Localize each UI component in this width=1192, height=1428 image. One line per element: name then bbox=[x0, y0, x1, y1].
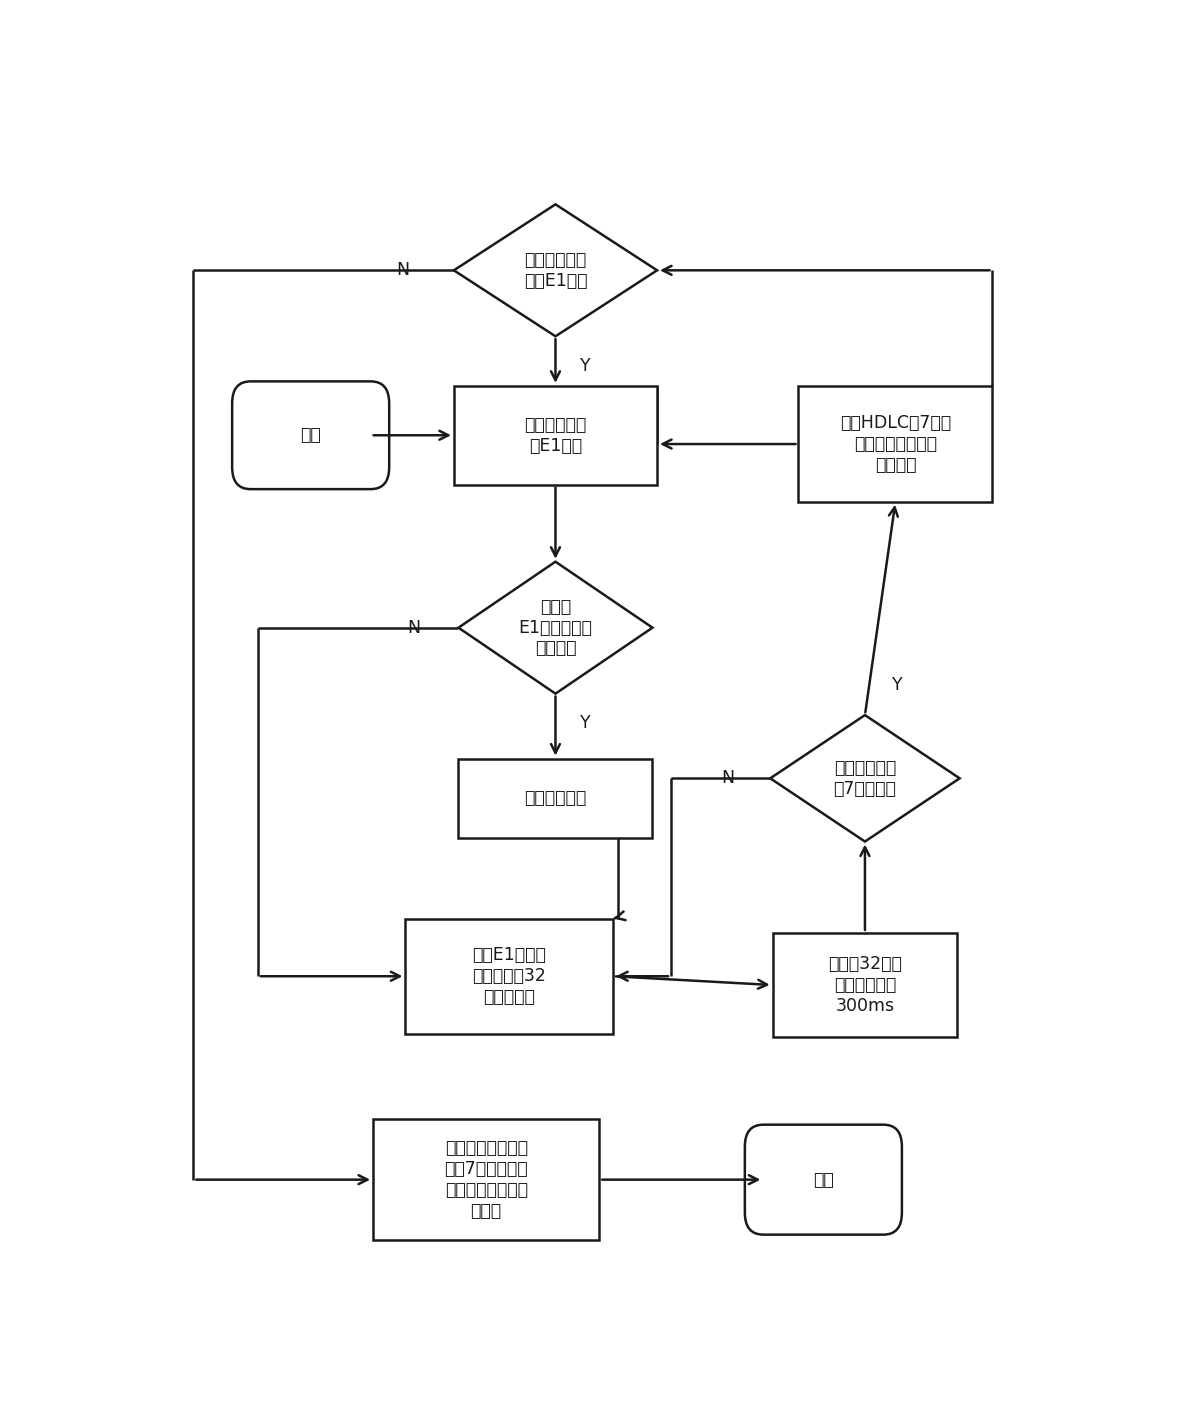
Polygon shape bbox=[454, 204, 657, 336]
Text: Y: Y bbox=[579, 357, 590, 376]
Bar bbox=[373, 1120, 600, 1240]
Bar bbox=[459, 758, 652, 838]
Text: 标记为已扫描: 标记为已扫描 bbox=[524, 790, 586, 807]
Text: 将扫描链路池中记
录的7号信令通道
参数写到时隙连接
关系表: 将扫描链路池中记 录的7号信令通道 参数写到时隙连接 关系表 bbox=[445, 1140, 528, 1220]
FancyBboxPatch shape bbox=[232, 381, 389, 490]
Text: 配置好32路通
道参数并延迟
300ms: 配置好32路通 道参数并延迟 300ms bbox=[828, 955, 902, 1015]
Text: 开始: 开始 bbox=[300, 426, 321, 444]
Text: 添加一条待扫
描E1链路: 添加一条待扫 描E1链路 bbox=[524, 416, 586, 454]
Text: 将该HDLC的7号信
令通道参数写入扫
描链路池: 将该HDLC的7号信 令通道参数写入扫 描链路池 bbox=[840, 414, 951, 474]
Polygon shape bbox=[770, 715, 960, 841]
Text: Y: Y bbox=[579, 714, 590, 733]
Bar bbox=[772, 932, 957, 1037]
Text: 是否还有未扫
描的E1链路: 是否还有未扫 描的E1链路 bbox=[523, 251, 588, 290]
FancyBboxPatch shape bbox=[745, 1125, 902, 1235]
Polygon shape bbox=[459, 561, 652, 694]
Bar bbox=[405, 918, 613, 1034]
Bar bbox=[454, 386, 657, 484]
Text: 结束: 结束 bbox=[813, 1171, 833, 1188]
Text: N: N bbox=[721, 770, 734, 787]
Text: 从该E1链路中
一次性选択32
种通道组合: 从该E1链路中 一次性选択32 种通道组合 bbox=[472, 947, 546, 1007]
Bar bbox=[799, 387, 993, 501]
Text: 是否接收到正
确7号信令包: 是否接收到正 确7号信令包 bbox=[833, 758, 896, 798]
Text: N: N bbox=[397, 261, 410, 280]
Text: N: N bbox=[408, 618, 421, 637]
Text: Y: Y bbox=[892, 677, 902, 694]
Text: 待扫描
E1链路是否有
线路告警: 待扫描 E1链路是否有 线路告警 bbox=[519, 598, 592, 657]
